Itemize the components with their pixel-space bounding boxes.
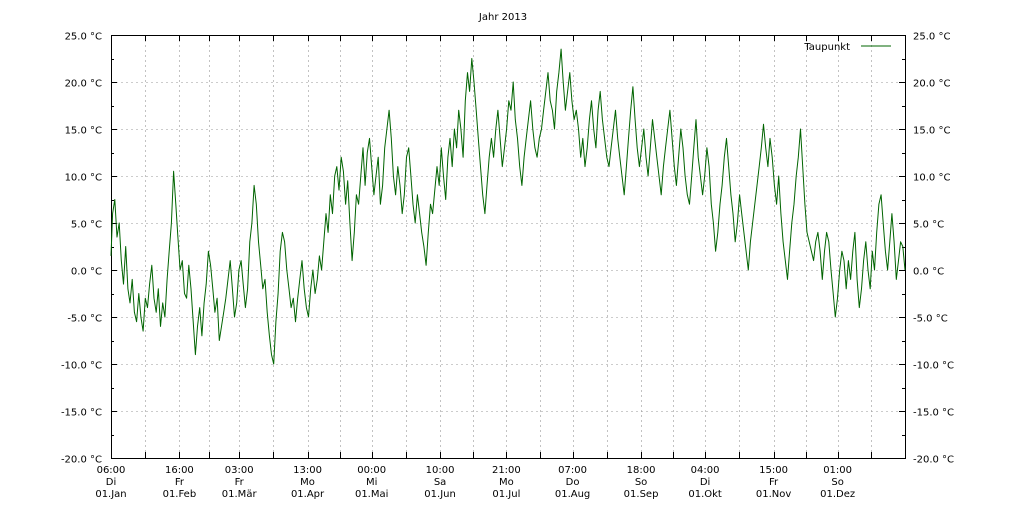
x-tick-label-date: 01.Mär [222,489,258,500]
x-tick-label-time: 07:00 [558,465,587,476]
x-tick-label-weekday: So [831,477,843,488]
y-tick-label-left: -15.0 °C [61,408,102,419]
x-tick-label-time: 21:00 [492,465,521,476]
plot-border [111,35,906,459]
x-tick-label-weekday: Mo [499,477,514,488]
x-tick-label-date: 01.Mai [355,489,388,500]
x-tick-label-time: 16:00 [165,465,194,476]
x-tick-label-date: 01.Jun [424,489,456,500]
series-line-taupunkt [110,48,906,365]
x-tick-label-time: 03:00 [225,465,254,476]
x-tick-label-date: 01.Aug [555,489,590,500]
x-tick-label-weekday: Do [566,477,580,488]
y-tick-label-right: -20.0 °C [913,455,954,466]
x-tick-label-time: 04:00 [691,465,720,476]
legend-label: Taupunkt [803,42,850,53]
x-tick-label-weekday: Fr [235,477,245,488]
y-tick-label-left: 15.0 °C [65,126,102,137]
y-tick-label-left: 5.0 °C [71,220,102,231]
x-tick-label-time: 18:00 [627,465,656,476]
series-layer [110,48,906,365]
x-tick-label-date: 01.Jul [492,489,520,500]
x-tick-label-time: 10:00 [426,465,455,476]
x-tick-label-time: 01:00 [823,465,852,476]
y-axis-left: 25.0 °C 20.0 °C 15.0 °C 10.0 °C 5.0 °C 0.0 °C… [61,32,117,466]
x-tick-label-date: 01.Apr [291,489,325,500]
y-tick-label-right: 10.0 °C [913,173,950,184]
y-axis-right: 25.0 °C 20.0 °C 15.0 °C 10.0 °C 5.0 °C 0.0 °C… [899,32,954,466]
y-tick-label-left: 25.0 °C [65,32,102,43]
y-tick-label-left: -10.0 °C [61,361,102,372]
x-tick-label-date: 01.Sep [624,489,659,500]
x-tick-label-date: 01.Dez [820,489,855,500]
x-tick-label-weekday: Di [106,477,116,488]
y-tick-label-right: 0.0 °C [913,267,944,278]
y-tick-label-right: 5.0 °C [913,220,944,231]
x-axis: 06:00Di01.Jan16:00Fr01.Feb03:00Fr01.Mär1… [95,35,872,500]
plot-frame [111,35,906,459]
x-tick-label-time: 15:00 [759,465,788,476]
x-tick-label-weekday: Fr [175,477,185,488]
chart-title: Jahr 2013 [478,12,527,23]
x-tick-label-time: 00:00 [357,465,386,476]
y-tick-label-left: 0.0 °C [71,267,102,278]
x-tick-label-weekday: So [635,477,647,488]
legend: Taupunkt [803,42,891,53]
x-tick-label-weekday: Mo [300,477,315,488]
grid-lines [111,35,905,458]
x-tick-label-date: 01.Jan [95,489,126,500]
y-tick-label-left: -5.0 °C [67,314,102,325]
x-tick-label-time: 06:00 [97,465,126,476]
x-tick-label-weekday: Di [700,477,710,488]
y-tick-label-right: -15.0 °C [913,408,954,419]
y-tick-label-left: 10.0 °C [65,173,102,184]
x-tick-label-date: 01.Feb [163,489,197,500]
y-tick-label-right: -10.0 °C [913,361,954,372]
y-tick-label-right: 15.0 °C [913,126,950,137]
y-tick-label-right: -5.0 °C [913,314,948,325]
y-tick-label-left: 20.0 °C [65,79,102,90]
y-tick-label-right: 25.0 °C [913,32,950,43]
x-tick-label-date: 01.Okt [688,489,722,500]
y-tick-label-left: -20.0 °C [61,455,102,466]
y-tick-label-right: 20.0 °C [913,79,950,90]
x-tick-label-weekday: Fr [769,477,779,488]
x-tick-label-weekday: Mi [366,477,377,488]
x-tick-label-weekday: Sa [434,477,446,488]
x-tick-label-date: 01.Nov [756,489,792,500]
x-tick-label-time: 13:00 [293,465,322,476]
